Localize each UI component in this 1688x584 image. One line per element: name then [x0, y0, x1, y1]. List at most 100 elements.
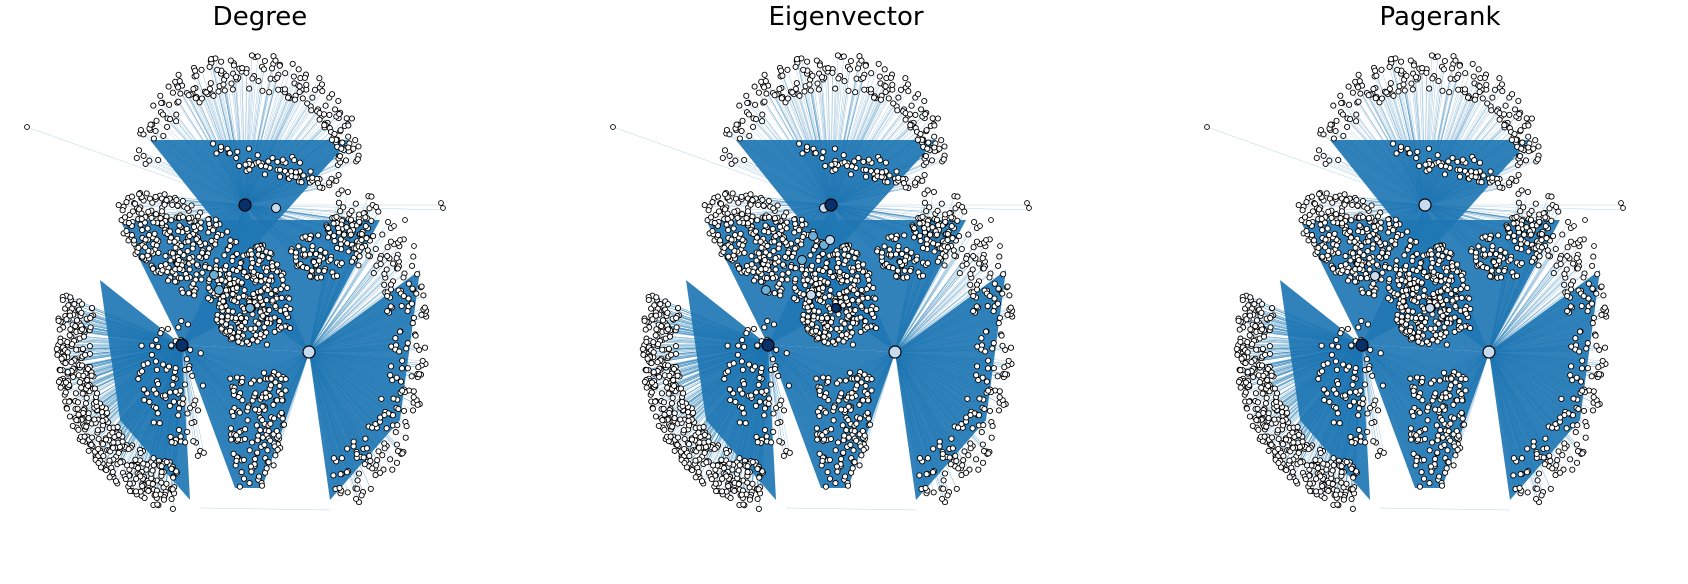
- edge-line: [752, 126, 832, 206]
- network-node: [184, 428, 191, 435]
- network-node: [176, 222, 183, 229]
- network-node: [315, 232, 322, 239]
- edge-line: [308, 234, 362, 353]
- network-node: [369, 424, 376, 431]
- network-node: [322, 102, 329, 109]
- edge-line: [767, 344, 838, 472]
- edge-line: [308, 221, 389, 353]
- network-node: [183, 225, 190, 232]
- network-node: [257, 272, 264, 280]
- edge-line: [894, 284, 978, 353]
- network-node: [224, 228, 231, 235]
- network-node: [228, 80, 235, 87]
- network-node: [116, 443, 123, 451]
- network-node: [178, 242, 185, 250]
- network-node: [389, 377, 396, 384]
- edge-line: [703, 344, 769, 428]
- network-node: [321, 267, 328, 274]
- network-node: [212, 241, 219, 248]
- network-node: [243, 273, 250, 281]
- network-node: [142, 236, 149, 243]
- network-node: [179, 197, 186, 205]
- network-node: [159, 111, 166, 118]
- network-node: [370, 233, 377, 240]
- edge-line: [87, 344, 183, 381]
- network-node: [123, 199, 130, 206]
- network-node: [245, 145, 252, 152]
- edge-line: [181, 344, 255, 397]
- network-node: [55, 378, 62, 385]
- network-node: [151, 230, 158, 237]
- edge-line: [308, 351, 412, 377]
- network-node: [332, 106, 339, 113]
- network-node: [354, 485, 361, 492]
- network-node: [88, 372, 95, 379]
- network-node: [187, 346, 194, 353]
- edge-line: [143, 155, 246, 206]
- network-node: [149, 265, 157, 272]
- edge-line: [669, 336, 769, 346]
- edge-line: [894, 351, 935, 472]
- network-node: [212, 216, 219, 223]
- network-node: [412, 332, 419, 339]
- network-node: [260, 66, 267, 73]
- network-node: [272, 379, 279, 386]
- edge-line: [176, 199, 246, 206]
- network-node: [234, 374, 241, 381]
- network-node: [64, 339, 71, 346]
- network-node: [287, 305, 294, 313]
- network-node: [145, 487, 152, 494]
- network-node: [99, 417, 106, 424]
- network-node: [259, 417, 266, 424]
- network-node: [355, 143, 362, 150]
- network-node: [249, 75, 256, 82]
- network-node: [199, 269, 206, 276]
- network-node: [184, 410, 191, 417]
- edge-line: [308, 351, 406, 423]
- network-node: [156, 420, 163, 427]
- network-node: [226, 327, 234, 334]
- network-node: [218, 318, 225, 325]
- edge-line: [308, 307, 425, 353]
- network-node: [267, 420, 274, 427]
- network-node: [410, 394, 417, 401]
- edge-line: [166, 126, 246, 206]
- edge-line: [308, 248, 376, 353]
- network-node: [284, 94, 292, 101]
- edge-line: [762, 199, 832, 206]
- edge-line: [830, 169, 867, 206]
- network-node: [102, 436, 110, 443]
- network-node: [316, 75, 323, 82]
- network-node: [246, 85, 253, 92]
- network-node: [338, 260, 345, 267]
- network-node: [158, 479, 165, 486]
- network-node: [89, 304, 96, 312]
- edge-line: [729, 155, 832, 206]
- network-node: [248, 52, 255, 59]
- network-node: [268, 65, 276, 72]
- network-node: [199, 249, 206, 256]
- network-node: [139, 226, 146, 234]
- edge-line: [91, 344, 183, 445]
- network-node: [257, 427, 264, 434]
- edge-line: [667, 304, 769, 346]
- edge-line: [244, 204, 338, 249]
- edge-line: [894, 351, 927, 475]
- network-node: [283, 310, 290, 317]
- edge-line: [98, 344, 183, 440]
- network-node: [226, 243, 234, 250]
- network-node: [282, 376, 289, 383]
- edge-line: [894, 234, 948, 353]
- network-node: [114, 423, 121, 431]
- edge-line: [894, 221, 975, 353]
- network-node: [76, 379, 83, 386]
- edge-line: [894, 351, 979, 381]
- network-node: [88, 434, 96, 441]
- network-node: [263, 329, 270, 336]
- network-node: [248, 251, 255, 258]
- network-node: [257, 162, 265, 169]
- edge-line: [894, 289, 978, 353]
- edge-line: [169, 344, 183, 406]
- panel-title: Eigenvector: [768, 2, 924, 32]
- edge-line: [181, 344, 272, 418]
